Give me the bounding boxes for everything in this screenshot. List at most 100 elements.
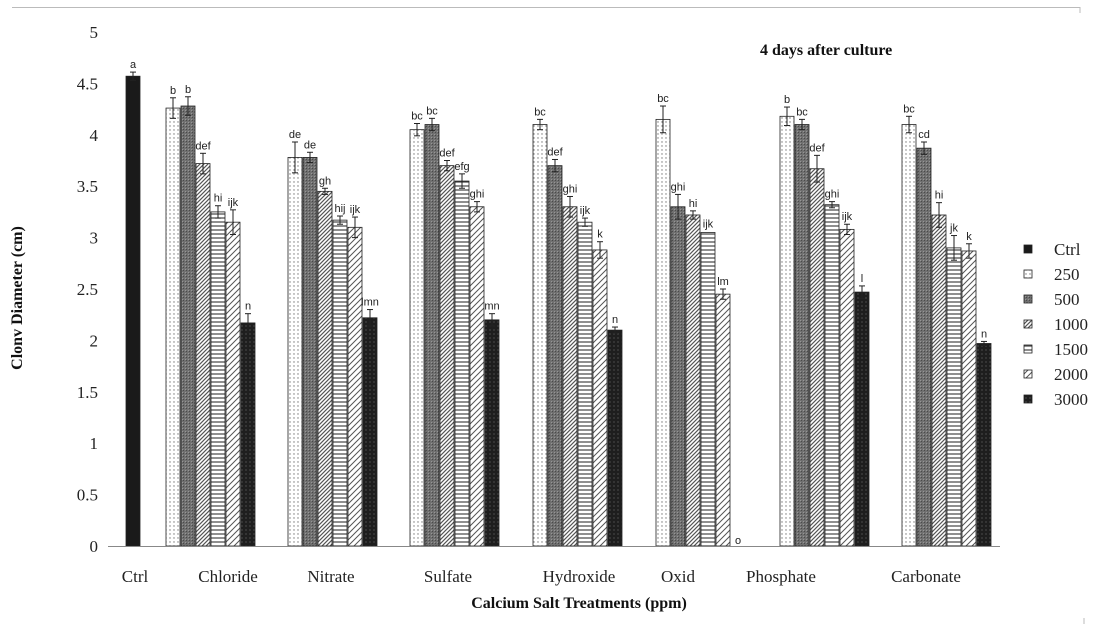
- legend-item: 250: [1023, 265, 1080, 284]
- bar: [794, 124, 810, 547]
- y-tick-label: 0.5: [77, 486, 98, 505]
- error-bar: [352, 216, 358, 239]
- bar: [592, 249, 608, 547]
- significance-label: k: [597, 229, 603, 241]
- bar: [685, 214, 701, 547]
- bar: [824, 204, 840, 547]
- error-bar: [660, 105, 666, 134]
- y-tick-label: 0: [90, 537, 99, 556]
- y-tick-label: 3: [90, 229, 99, 248]
- legend-swatch: [1023, 269, 1033, 279]
- bar: [779, 115, 795, 547]
- x-axis-tick-labels: Ctrl Chloride Nitrate Sulfate Hydroxide Oxid P…: [122, 567, 961, 586]
- bar: [916, 147, 932, 547]
- bar: [165, 107, 181, 547]
- significance-label: ijk: [842, 211, 853, 223]
- legend-label: 1000: [1054, 315, 1088, 334]
- error-bar: [307, 151, 313, 164]
- significance-label: k: [966, 231, 972, 243]
- legend-label: 2000: [1054, 365, 1088, 384]
- error-bar: [200, 152, 206, 175]
- significance-label: ijk: [350, 204, 361, 216]
- y-tick-label: 2.5: [77, 280, 98, 299]
- bar: [839, 228, 855, 547]
- error-bar: [859, 285, 865, 299]
- error-bar: [567, 195, 573, 218]
- significance-label: ijk: [580, 205, 591, 217]
- significance-label: def: [195, 140, 211, 152]
- legend-item: Ctrl: [1023, 240, 1081, 259]
- legend-label: 250: [1054, 265, 1080, 284]
- error-bar: [444, 160, 450, 172]
- bar: [240, 322, 256, 547]
- chart-annotation: 4 days after culture: [760, 42, 892, 59]
- error-bar: [966, 243, 972, 259]
- significance-label: def: [547, 146, 563, 158]
- significance-label: b: [784, 94, 790, 106]
- error-bar: [844, 223, 850, 236]
- bar: [655, 118, 671, 547]
- legend-label: 3000: [1054, 390, 1088, 409]
- significance-label: b: [170, 85, 176, 97]
- legend-swatch: [1023, 319, 1033, 329]
- y-axis-ticks: 0 0.5 1 1.5 2 2.5 3 3.5 4 4.5 5: [77, 23, 99, 556]
- significance-label: b: [185, 84, 191, 96]
- bar: [180, 105, 196, 547]
- bar: [562, 206, 578, 547]
- significance-label: n: [981, 328, 987, 340]
- y-tick-label: 1: [90, 434, 99, 453]
- significance-label: bc: [534, 106, 546, 118]
- significance-label: bc: [903, 103, 915, 115]
- x-tick-label: Carbonate: [891, 567, 961, 586]
- error-bar: [337, 215, 343, 225]
- legend-item: 3000: [1023, 390, 1088, 409]
- x-tick-label: Nitrate: [307, 567, 354, 586]
- significance-label: ghi: [470, 189, 485, 201]
- legend-item: 2000: [1023, 365, 1088, 384]
- bar: [302, 157, 318, 547]
- significance-label: ijk: [228, 197, 239, 209]
- error-bar: [906, 115, 912, 134]
- significance-label: bc: [426, 105, 438, 117]
- bar: [347, 226, 363, 547]
- error-bar: [245, 313, 251, 333]
- legend-swatch: [1023, 344, 1033, 354]
- x-tick-label: Oxid: [661, 567, 696, 586]
- significance-label: ghi: [825, 189, 840, 201]
- error-bar: [799, 118, 805, 131]
- error-bar: [675, 193, 681, 220]
- bar: [469, 206, 485, 547]
- significance-label: ghi: [671, 181, 686, 193]
- error-bar: [185, 96, 191, 116]
- significance-label: de: [289, 129, 301, 141]
- y-tick-label: 5: [90, 23, 99, 42]
- legend-swatch: [1023, 369, 1033, 379]
- significance-label: hi: [214, 193, 223, 205]
- x-axis-title: Calcium Salt Treatments (ppm): [471, 595, 687, 612]
- y-axis-title: Clonv Diameter (cm): [9, 226, 26, 370]
- bar: [547, 165, 563, 547]
- significance-label: o: [735, 535, 741, 547]
- bar: [332, 219, 348, 547]
- error-bar: [720, 288, 726, 300]
- legend-label: 500: [1054, 290, 1080, 309]
- bar: [607, 329, 623, 547]
- legend-swatch: [1023, 394, 1033, 404]
- error-bar: [489, 313, 495, 327]
- bar-group: bc cd hi jkk n: [901, 103, 992, 547]
- significance-label: jk: [949, 223, 958, 235]
- bar: [225, 221, 241, 547]
- error-bar: [829, 201, 835, 209]
- bar-group: b b def hi ijk n: [165, 84, 256, 547]
- bar: [287, 157, 303, 547]
- significance-label: l: [861, 273, 863, 285]
- bar: [976, 343, 992, 547]
- error-bar: [552, 158, 558, 173]
- legend-swatch: [1023, 244, 1033, 254]
- y-tick-label: 4.5: [77, 74, 98, 93]
- bar: [946, 247, 962, 547]
- y-tick-label: 3.5: [77, 177, 98, 196]
